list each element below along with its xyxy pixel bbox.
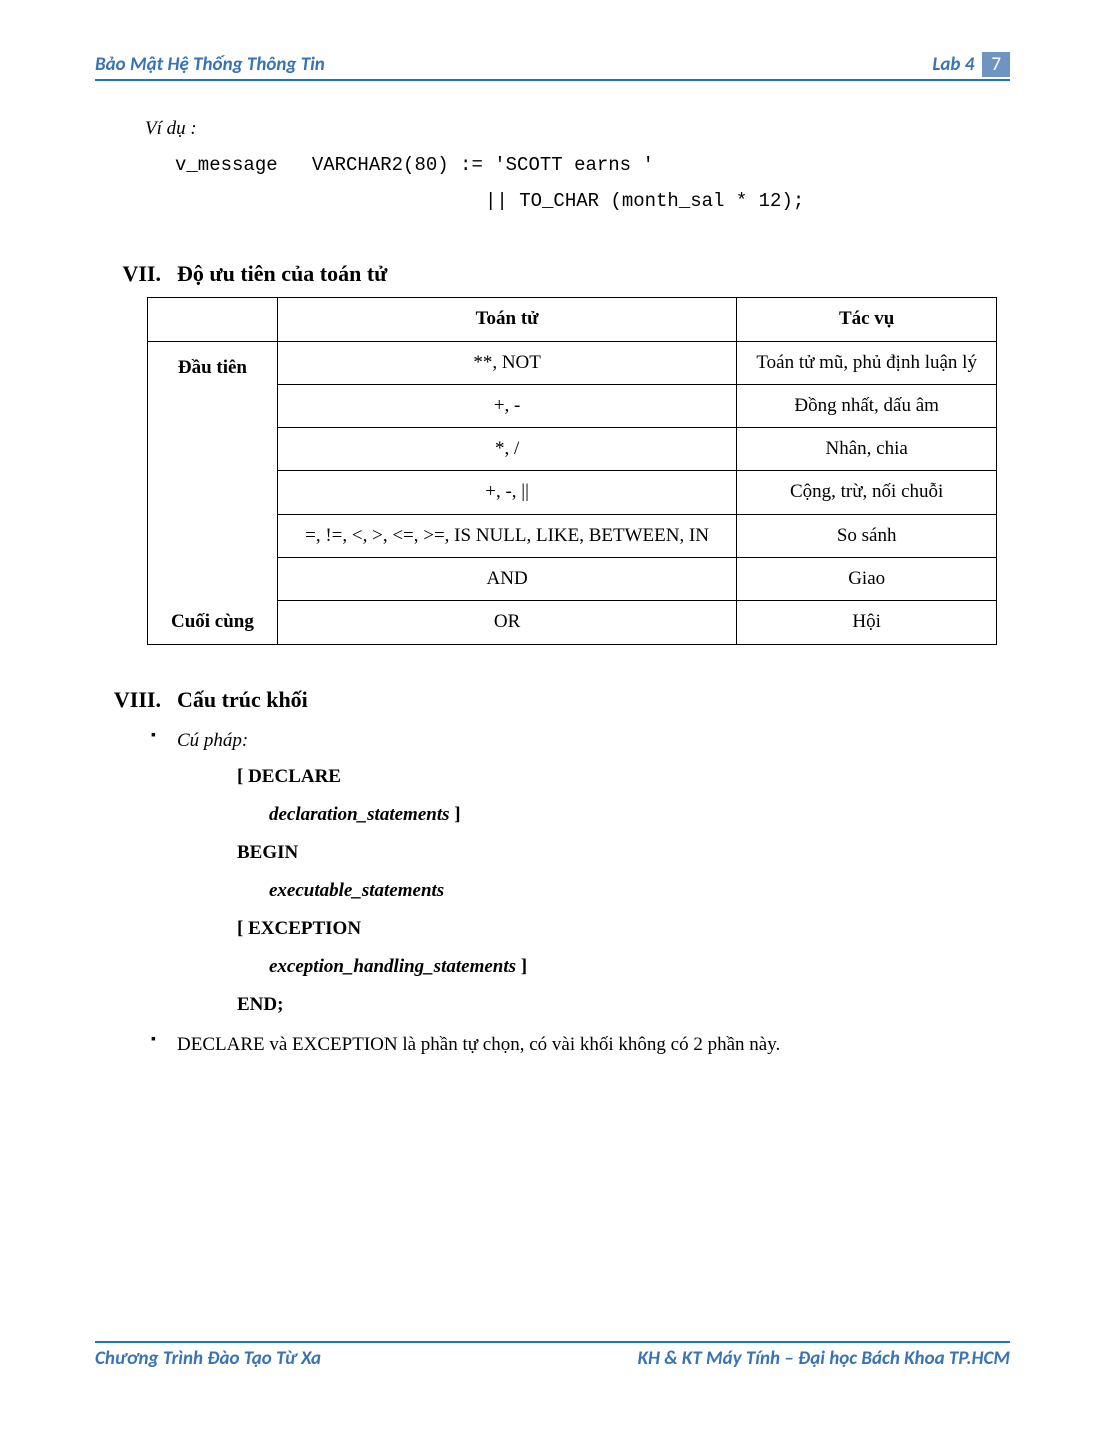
syntax-begin: BEGIN xyxy=(237,835,1010,871)
page-footer: Chương Trình Đào Tạo Từ Xa KH & KT Máy T… xyxy=(95,1341,1010,1370)
section-7-heading: VII. Độ ưu tiên của toán tử xyxy=(95,261,1010,287)
syntax-end: END; xyxy=(237,987,1010,1023)
cell-operator: **, NOT xyxy=(277,341,736,384)
table-row: Đầu tiên **, NOT Toán tử mũ, phủ định lu… xyxy=(148,341,997,384)
cell-task: Đồng nhất, dấu âm xyxy=(737,384,997,427)
example-label: Ví dụ : xyxy=(145,111,1010,147)
code-line-1: v_message VARCHAR2(80) := 'SCOTT earns ' xyxy=(175,147,1010,183)
bullet-note: DECLARE và EXCEPTION là phần tự chọn, có… xyxy=(147,1027,1010,1063)
syntax-exception-open: [ EXCEPTION xyxy=(237,911,1010,947)
page-number: 7 xyxy=(982,52,1010,77)
cell-task: Hội xyxy=(737,601,997,644)
code-line-2: || TO_CHAR (month_sal * 12); xyxy=(485,183,1010,219)
th-task: Tác vụ xyxy=(737,298,997,341)
th-priority xyxy=(148,298,278,341)
syntax-declare-stmt: declaration_statements ] xyxy=(269,797,1010,833)
priority-first: Đầu tiên xyxy=(148,341,278,601)
cell-task: Nhân, chia xyxy=(737,428,997,471)
cell-operator: +, - xyxy=(277,384,736,427)
section-7-title: Độ ưu tiên của toán tử xyxy=(177,261,387,287)
section-8-heading: VIII. Cấu trúc khối xyxy=(95,687,1010,713)
section-7-number: VII. xyxy=(95,261,161,287)
cell-task: So sánh xyxy=(737,514,997,557)
cell-operator: +, -, || xyxy=(277,471,736,514)
table-header-row: Toán tử Tác vụ xyxy=(148,298,997,341)
operator-precedence-table: Toán tử Tác vụ Đầu tiên **, NOT Toán tử … xyxy=(147,297,997,644)
footer-left: Chương Trình Đào Tạo Từ Xa xyxy=(95,1347,321,1370)
section-8-number: VIII. xyxy=(95,687,161,713)
header-right: Lab 4 7 xyxy=(932,52,1010,77)
syntax-block: [ DECLARE declaration_statements ] BEGIN… xyxy=(237,759,1010,1024)
cell-task: Cộng, trừ, nối chuỗi xyxy=(737,471,997,514)
cell-operator: =, !=, <, >, <=, >=, IS NULL, LIKE, BETW… xyxy=(277,514,736,557)
section-8-title: Cấu trúc khối xyxy=(177,687,308,713)
syntax-exec-stmt: executable_statements xyxy=(269,873,1010,909)
footer-right: KH & KT Máy Tính – Đại học Bách Khoa TP.… xyxy=(638,1347,1010,1370)
syntax-declare-open: [ DECLARE xyxy=(237,759,1010,795)
page-header: Bảo Mật Hệ Thống Thông Tin Lab 4 7 xyxy=(95,52,1010,81)
cell-task: Toán tử mũ, phủ định luận lý xyxy=(737,341,997,384)
th-operator: Toán tử xyxy=(277,298,736,341)
table-row: Cuối cùng OR Hội xyxy=(148,601,997,644)
cell-task: Giao xyxy=(737,558,997,601)
bullet-list: Cú pháp: [ DECLARE declaration_statement… xyxy=(147,723,1010,1064)
cell-operator: OR xyxy=(277,601,736,644)
syntax-exception-stmt: exception_handling_statements ] xyxy=(269,949,1010,985)
priority-last: Cuối cùng xyxy=(148,601,278,644)
lab-label: Lab 4 xyxy=(932,53,974,76)
cell-operator: AND xyxy=(277,558,736,601)
header-title: Bảo Mật Hệ Thống Thông Tin xyxy=(95,53,325,76)
cell-operator: *, / xyxy=(277,428,736,471)
bullet-syntax-label: Cú pháp: xyxy=(177,730,248,751)
bullet-syntax: Cú pháp: [ DECLARE declaration_statement… xyxy=(147,723,1010,1024)
example-block: Ví dụ : v_message VARCHAR2(80) := 'SCOTT… xyxy=(145,111,1010,219)
